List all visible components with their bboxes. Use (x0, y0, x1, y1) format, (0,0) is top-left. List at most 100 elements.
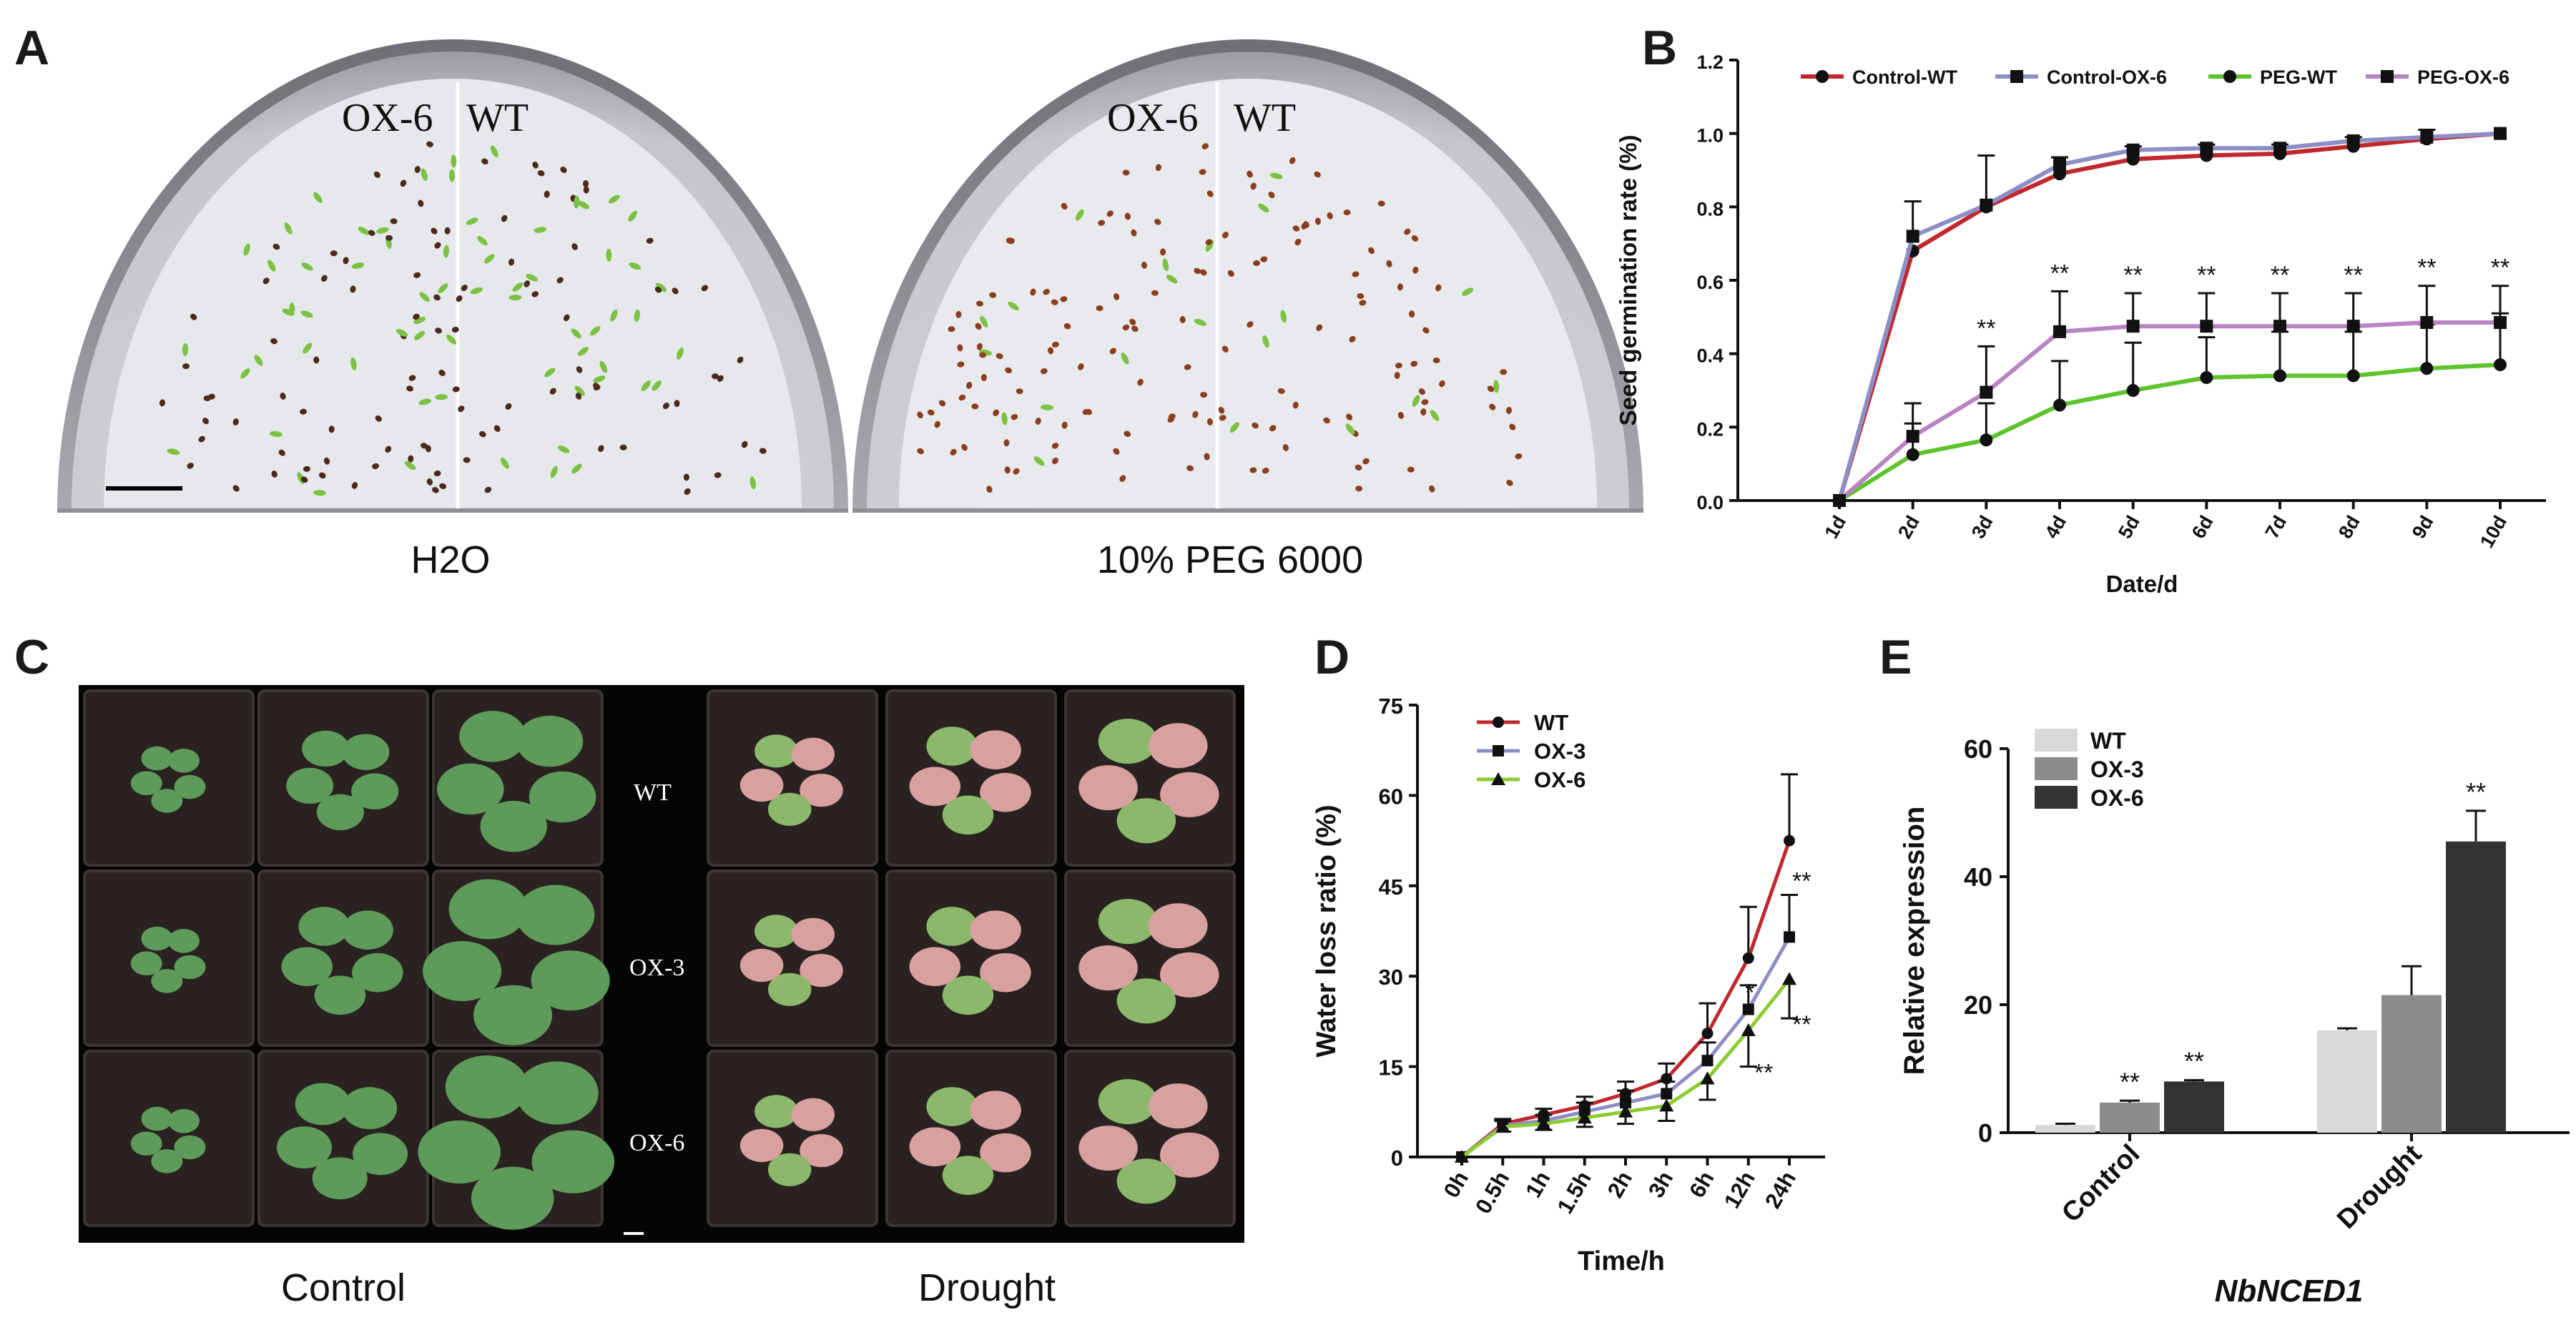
pot (707, 870, 878, 1047)
seed-dot (1269, 425, 1277, 432)
seed-dot (1192, 410, 1199, 418)
seed-dot (1432, 357, 1440, 364)
seed-dot (413, 330, 426, 340)
seed-dot (438, 283, 448, 294)
leaf (141, 926, 173, 951)
leaf (909, 1127, 961, 1167)
seed-dot (461, 285, 468, 292)
seed-dot (701, 285, 709, 292)
seed-dot (350, 357, 357, 370)
seed-dot (313, 192, 323, 203)
seed-dot (1016, 388, 1023, 395)
seed-dot (714, 472, 722, 478)
seed-dot (606, 248, 612, 262)
legend-label: OX-6 (1534, 767, 1586, 792)
leaf (1078, 945, 1138, 991)
seed-dot (1355, 464, 1362, 471)
seed-dot (435, 327, 443, 334)
seed-dot (1179, 316, 1186, 323)
leaf (445, 1055, 529, 1119)
dish-label-ox6-h2o: OX-6 (342, 96, 433, 140)
data-point (1577, 1110, 1592, 1124)
data-point (1701, 1028, 1714, 1040)
seed-dot (439, 483, 447, 490)
seed-dot (1098, 220, 1106, 226)
seed-dot (1394, 372, 1400, 379)
data-point (1782, 972, 1796, 985)
seed-dot (1096, 305, 1103, 312)
seed-dot (1493, 380, 1500, 393)
significance-mark: ** (1754, 1060, 1773, 1087)
leaf (1160, 1132, 1219, 1178)
legend-swatch (2035, 786, 2078, 809)
significance-mark: ** (1792, 1011, 1811, 1038)
seed-dot (996, 353, 1003, 360)
seed-dot (1345, 423, 1355, 435)
data-point (1455, 1150, 1469, 1163)
significance-mark: ** (2050, 260, 2069, 287)
y-tick-label: 20 (1964, 990, 1992, 1020)
seed-dot (759, 448, 767, 454)
leaf (516, 715, 584, 767)
seed-dot (385, 235, 393, 241)
seed-dot (662, 403, 669, 410)
seed-dot (368, 230, 375, 237)
seed-dot (1011, 414, 1018, 420)
seed-dot (934, 420, 940, 428)
y-tick-label: 1.0 (1696, 125, 1724, 147)
seed-dot (654, 286, 662, 293)
leaf (926, 1087, 978, 1126)
seed-dot (523, 280, 531, 287)
seed-dot (574, 195, 580, 209)
seed-dot (683, 473, 689, 481)
seed-dot (1411, 235, 1419, 242)
leaf (342, 1087, 398, 1130)
legend-marker (1493, 716, 1504, 728)
seed-dot (646, 237, 654, 244)
seed-dot (1359, 300, 1367, 306)
seed-dot (272, 243, 280, 250)
seed-dot (749, 476, 757, 490)
y-tick-label: 60 (1379, 784, 1403, 809)
seed-dot (395, 329, 408, 337)
seed-dot (1420, 408, 1427, 416)
seed-dot (544, 368, 556, 378)
seed-dot (1506, 479, 1513, 486)
seed-dot (303, 343, 313, 354)
seed-dot (323, 457, 330, 465)
seed-dot (1430, 410, 1440, 421)
seed-dot (1206, 418, 1213, 425)
seed-dot (301, 262, 313, 271)
seed-dot (1075, 209, 1084, 221)
leaf (791, 737, 835, 771)
seed-dot (563, 314, 570, 322)
seed-dot (980, 374, 987, 381)
data-point (1980, 433, 1993, 447)
legend-marker (2223, 70, 2236, 83)
seed-dot (1122, 169, 1130, 176)
seed-dot (318, 472, 326, 479)
leaf (1116, 1158, 1176, 1204)
seed-dot (351, 482, 358, 489)
data-point (2420, 316, 2434, 330)
seed-dot (1005, 367, 1012, 374)
leaf (168, 1109, 200, 1133)
significance-mark: ** (1977, 315, 1995, 342)
seed-dot (961, 444, 968, 451)
seed-dot (1314, 171, 1321, 178)
leaf (791, 917, 835, 951)
seed-dot (182, 343, 189, 356)
seed-dot (1253, 260, 1260, 267)
seed-dot (433, 471, 441, 477)
significance-mark: ** (2123, 262, 2142, 289)
y-tick-label: 40 (1964, 862, 1992, 892)
leaf (1098, 1079, 1158, 1125)
seed-dot (628, 210, 637, 222)
seed-dot (406, 385, 414, 392)
seed-dot (1194, 267, 1201, 275)
seed-dot (556, 277, 564, 284)
seed-dot (1355, 486, 1363, 492)
legend-label: OX-3 (1534, 739, 1586, 764)
seed-dot (1218, 407, 1225, 414)
seed-dot (1051, 443, 1059, 449)
